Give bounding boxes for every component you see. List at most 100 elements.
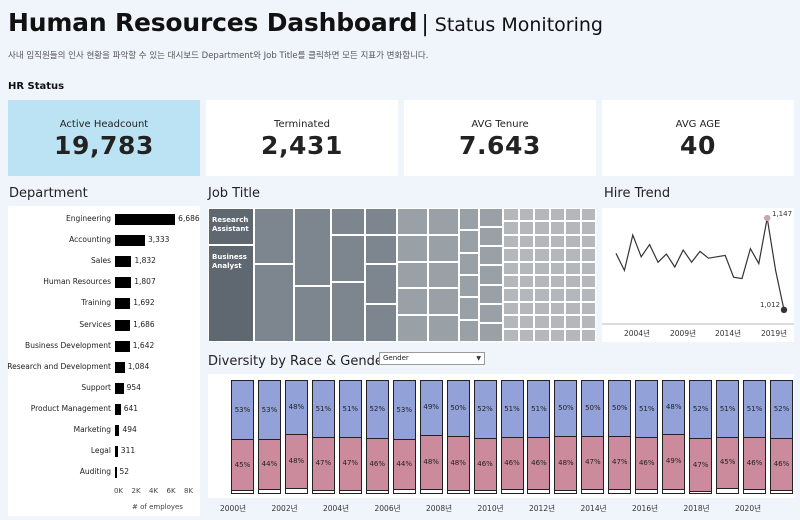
job-title-cell[interactable] xyxy=(565,315,581,329)
job-title-cell[interactable] xyxy=(518,288,534,302)
job-title-cell[interactable] xyxy=(365,264,397,305)
job-title-cell[interactable] xyxy=(565,221,581,235)
job-title-cell[interactable] xyxy=(580,301,596,316)
job-title-cell[interactable] xyxy=(580,248,596,262)
hire-max-point[interactable] xyxy=(764,214,771,222)
diversity-segment-top[interactable]: 53% xyxy=(232,381,253,441)
department-row[interactable]: Accounting 3,333 xyxy=(8,233,198,247)
job-title-cell[interactable] xyxy=(459,208,479,231)
diversity-column[interactable]: 51% 46% xyxy=(500,380,524,494)
diversity-column[interactable]: 52% 47% xyxy=(689,380,713,494)
job-title-cell[interactable] xyxy=(503,221,519,235)
job-title-cell[interactable] xyxy=(428,208,459,235)
job-title-cell[interactable] xyxy=(397,234,428,262)
diversity-filter-dropdown[interactable]: Gender ▼ xyxy=(379,352,485,365)
job-title-cell[interactable] xyxy=(518,248,534,262)
job-title-cell[interactable] xyxy=(397,261,428,289)
job-title-cell[interactable] xyxy=(534,328,550,342)
department-row[interactable]: Business Development 1,642 xyxy=(8,339,198,353)
department-bar[interactable] xyxy=(115,298,131,310)
job-title-cell[interactable] xyxy=(580,221,596,235)
diversity-segment-top[interactable]: 53% xyxy=(393,381,415,441)
job-title-cell[interactable] xyxy=(534,234,550,249)
diversity-column[interactable]: 50% 47% xyxy=(608,380,632,494)
job-title-cell[interactable] xyxy=(549,328,565,342)
job-title-cell[interactable] xyxy=(580,261,596,275)
diversity-column[interactable]: 53% 45% xyxy=(231,380,254,494)
job-title-cell[interactable] xyxy=(549,221,565,235)
job-title-cell[interactable] xyxy=(580,315,596,329)
diversity-segment-bottom[interactable]: 44% xyxy=(258,440,280,490)
diversity-segment-top[interactable]: 50% xyxy=(582,381,604,437)
diversity-segment-top[interactable]: 51% xyxy=(339,381,361,439)
job-title-cell[interactable] xyxy=(459,230,479,253)
job-title-cell[interactable] xyxy=(479,265,503,285)
job-title-cell[interactable] xyxy=(549,234,565,249)
diversity-segment-bottom[interactable]: 48% xyxy=(285,434,307,489)
diversity-segment-bottom[interactable]: 45% xyxy=(717,438,739,489)
job-title-cell[interactable] xyxy=(534,221,550,235)
job-title-cell[interactable] xyxy=(331,208,365,235)
job-title-cell[interactable] xyxy=(479,322,503,342)
job-title-cell[interactable] xyxy=(580,275,596,289)
job-title-cell[interactable] xyxy=(365,304,397,342)
job-title-cell[interactable] xyxy=(365,234,397,265)
job-title-cell[interactable] xyxy=(479,284,503,304)
diversity-segment-top[interactable]: 49% xyxy=(420,381,442,436)
job-title-cell[interactable] xyxy=(503,248,519,262)
diversity-column[interactable]: 48% 49% xyxy=(662,380,686,494)
diversity-segment-bottom[interactable]: 46% xyxy=(636,438,658,490)
job-title-cell[interactable] xyxy=(503,234,519,249)
job-title-cell[interactable] xyxy=(503,328,519,342)
diversity-segment-bottom[interactable]: 47% xyxy=(582,437,604,490)
job-title-cell[interactable] xyxy=(580,288,596,302)
diversity-segment-bottom[interactable]: 45% xyxy=(232,440,253,491)
job-title-cell[interactable] xyxy=(565,288,581,302)
diversity-segment-bottom[interactable]: 46% xyxy=(771,439,792,491)
job-title-cell[interactable] xyxy=(534,315,550,329)
department-bar[interactable] xyxy=(115,425,120,436)
job-title-cell[interactable] xyxy=(254,264,294,342)
job-title-cell[interactable] xyxy=(479,227,503,247)
job-title-cell[interactable] xyxy=(331,234,365,282)
job-title-cell[interactable] xyxy=(518,301,534,316)
diversity-column[interactable]: 50% 48% xyxy=(446,380,470,494)
job-title-cell[interactable] xyxy=(518,261,534,275)
job-title-cell[interactable] xyxy=(534,301,550,316)
diversity-column[interactable]: 51% 46% xyxy=(635,380,659,494)
job-title-cell[interactable] xyxy=(565,208,581,222)
job-title-cell[interactable] xyxy=(534,261,550,275)
diversity-segment-top[interactable]: 50% xyxy=(447,381,469,437)
job-title-cell[interactable] xyxy=(331,281,365,342)
department-bar[interactable] xyxy=(115,277,132,289)
department-row[interactable]: Human Resources 1,807 xyxy=(8,275,198,289)
job-title-cell[interactable] xyxy=(503,208,519,222)
department-bar[interactable] xyxy=(115,235,145,247)
department-row[interactable]: Support 954 xyxy=(8,381,198,395)
job-title-cell[interactable] xyxy=(565,234,581,249)
job-title-cell[interactable] xyxy=(428,288,459,316)
department-bar[interactable] xyxy=(115,214,176,225)
job-title-cell[interactable] xyxy=(549,275,565,289)
job-title-cell[interactable] xyxy=(549,208,565,222)
diversity-segment-bottom[interactable]: 47% xyxy=(339,438,361,491)
diversity-segment-top[interactable]: 53% xyxy=(258,381,280,441)
job-title-cell[interactable] xyxy=(549,248,565,262)
department-bar[interactable] xyxy=(115,382,124,394)
job-title-cell[interactable] xyxy=(503,288,519,302)
job-title-cell[interactable] xyxy=(294,208,331,286)
diversity-segment-bottom[interactable]: 46% xyxy=(366,439,388,491)
job-title-cell[interactable] xyxy=(459,252,479,275)
department-row[interactable]: Engineering 6,686 xyxy=(8,212,200,226)
diversity-column[interactable]: 53% 44% xyxy=(392,380,416,494)
job-title-cell[interactable] xyxy=(208,208,254,245)
diversity-segment-top[interactable]: 51% xyxy=(636,381,658,439)
job-title-cell[interactable] xyxy=(565,261,581,275)
department-row[interactable]: Research and Development 1,084 xyxy=(7,360,198,374)
kpi-active-headcount[interactable]: Active Headcount 19,783 xyxy=(8,100,200,176)
diversity-segment-top[interactable]: 51% xyxy=(744,381,766,439)
job-title-cell[interactable] xyxy=(397,208,428,235)
diversity-segment-bottom[interactable]: 46% xyxy=(474,439,496,491)
department-bar[interactable] xyxy=(115,340,130,352)
job-title-cell[interactable] xyxy=(459,297,479,320)
